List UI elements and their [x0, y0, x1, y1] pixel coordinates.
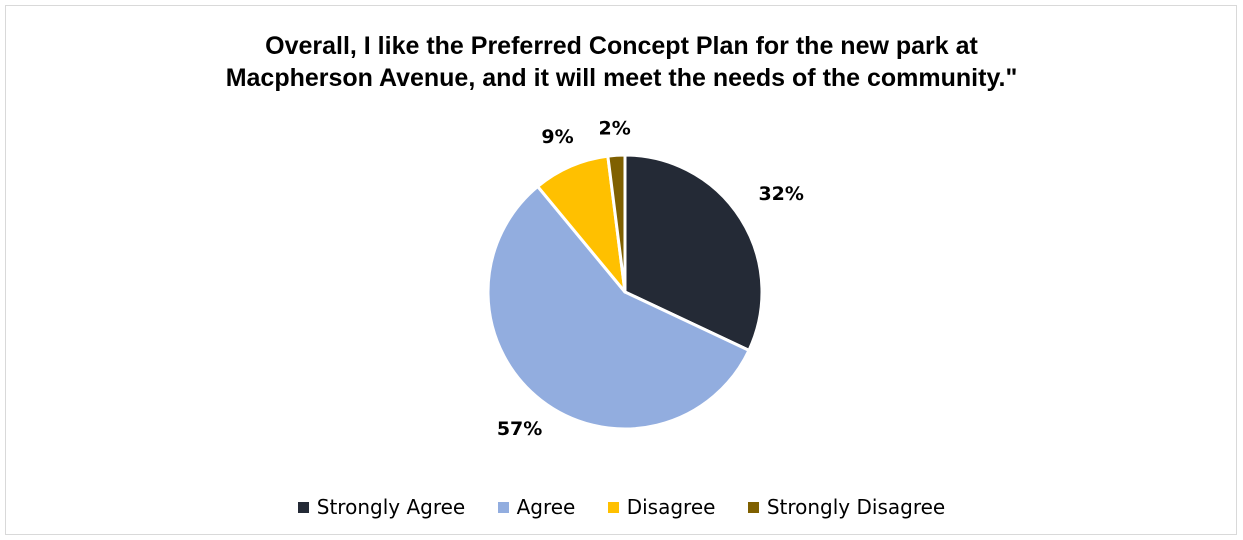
legend-item-strongly-disagree: Strongly Disagree [747, 494, 946, 519]
legend-label: Agree [516, 494, 576, 519]
legend-swatch [497, 501, 509, 513]
legend-item-strongly-agree: Strongly Agree [297, 494, 466, 519]
pie-slice-agree [486, 184, 751, 431]
legend-item-disagree: Disagree [607, 494, 716, 519]
data-label-strongly-agree: 32% [758, 183, 803, 205]
chart-title-line-2: Macpherson Avenue, and it will meet the … [225, 64, 1018, 92]
chart-title: Overall, I like the Preferred Concept Pl… [0, 30, 1243, 94]
legend-label: Strongly Agree [316, 494, 466, 519]
chart-legend: Strongly Agree Agree Disagree Strongly D… [0, 493, 1243, 519]
legend-swatch [297, 501, 309, 513]
legend-label: Strongly Disagree [766, 494, 946, 519]
legend-item-agree: Agree [497, 494, 576, 519]
chart-title-line-1: Overall, I like the Preferred Concept Pl… [265, 32, 978, 60]
legend-swatch [607, 501, 619, 513]
data-label-agree: 57% [497, 418, 542, 440]
data-label-disagree: 9% [541, 126, 573, 148]
data-label-strongly-disagree: 2% [599, 117, 631, 139]
legend-swatch [747, 501, 759, 513]
pie-slice-strongly-agree [623, 153, 764, 352]
pie-slice-strongly-disagree [606, 153, 627, 294]
legend-label: Disagree [626, 494, 716, 519]
